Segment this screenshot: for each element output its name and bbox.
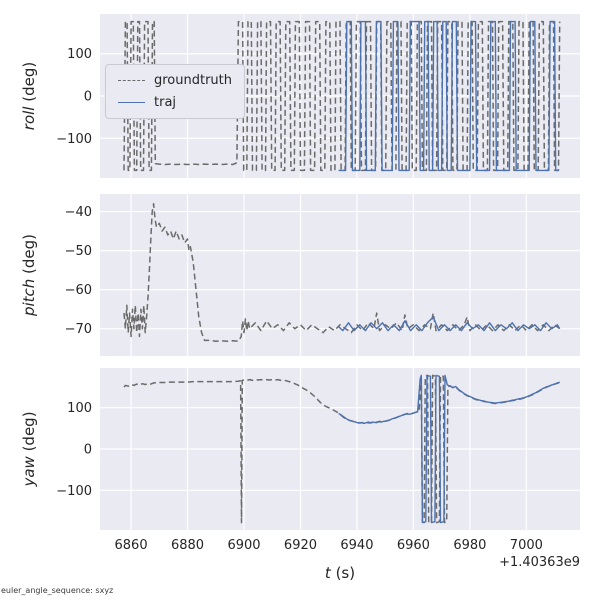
pitch-plot-area (100, 194, 580, 356)
groundtruth-line-sample (118, 80, 145, 81)
x-tick-label: 6960 (397, 538, 430, 553)
yaw-axis-label: yaw (deg) (20, 411, 38, 487)
pitch-y-tick-label: −40 (65, 205, 92, 220)
roll-y-tick-label: −100 (56, 132, 92, 147)
roll-series-traj (338, 20, 559, 172)
x-tick-label: 6980 (453, 538, 486, 553)
legend-label-groundtruth: groundtruth (154, 73, 233, 88)
pitch-y-tick-label: −70 (65, 322, 92, 337)
yaw-y-tick-label: 0 (84, 443, 92, 458)
euler-sequence-note: euler_angle_sequence: sxyz (1, 586, 114, 595)
legend: groundtruth traj (105, 64, 246, 119)
legend-label-traj: traj (154, 95, 177, 110)
x-tick-label: 7000 (510, 538, 543, 553)
x-tick-label: 6920 (284, 538, 317, 553)
x-tick-label: 6860 (115, 538, 148, 553)
x-tick-label: 6940 (340, 538, 373, 553)
x-axis-label: t (s) (325, 564, 355, 582)
pitch-y-tick-label: −50 (65, 244, 92, 259)
x-axis-offset: +1.40363e9 (499, 555, 580, 570)
yaw-y-tick-label: 100 (67, 401, 92, 416)
x-tick-label: 6900 (227, 538, 260, 553)
pitch-series-traj (338, 316, 561, 332)
x-tick-label: 6880 (171, 538, 204, 553)
roll-y-tick-label: 0 (84, 90, 92, 105)
yaw-y-tick-label: −100 (56, 484, 92, 499)
legend-entry-groundtruth: groundtruth (118, 74, 232, 87)
legend-entry-traj: traj (118, 96, 232, 109)
traj-line-sample (118, 102, 145, 103)
yaw-series-traj (338, 374, 560, 524)
roll-axis-label: roll (deg) (20, 62, 38, 130)
pitch-axis-label: pitch (deg) (20, 234, 38, 317)
pitch-y-tick-label: −60 (65, 283, 92, 298)
roll-y-tick-label: 100 (67, 47, 92, 62)
